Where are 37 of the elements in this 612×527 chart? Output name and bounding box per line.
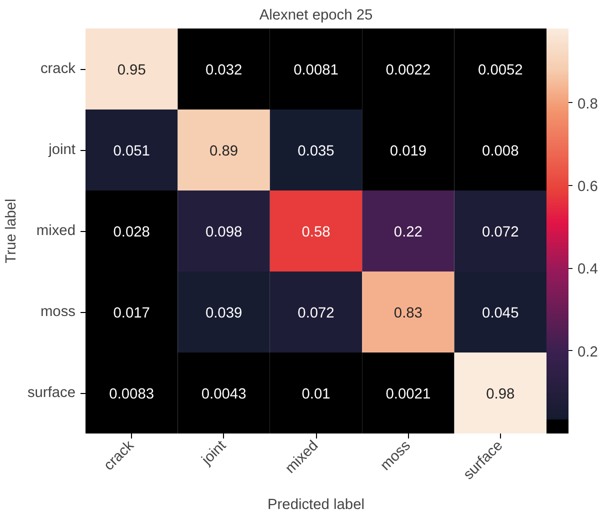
color-bar-label: 0.4	[578, 262, 598, 278]
data-label: 0.039	[205, 306, 242, 322]
data-label: 0.0083	[109, 386, 154, 402]
data-label: 0.035	[298, 144, 334, 160]
data-label: 0.89	[210, 144, 238, 160]
y-tick-label: mixed	[36, 223, 76, 239]
y-tick-label: joint	[48, 142, 76, 158]
data-label: 0.98	[486, 386, 515, 402]
y-axis-title: True label	[3, 198, 20, 264]
data-label: 0.017	[113, 306, 150, 322]
data-label: 0.58	[302, 224, 330, 240]
data-label: 0.01	[302, 386, 330, 402]
data-label: 0.098	[205, 224, 242, 240]
color-bar-label: 0.2	[578, 344, 598, 360]
y-tick-label: moss	[40, 304, 76, 320]
color-bar-label: 0.6	[578, 179, 598, 196]
data-label: 0.22	[394, 224, 422, 240]
x-axis-title: Predicted label	[268, 496, 364, 513]
data-label: 0.0081	[294, 62, 338, 78]
data-label: 0.0043	[201, 386, 246, 402]
data-label: 0.051	[113, 144, 150, 160]
data-label: 0.028	[113, 224, 150, 240]
color-bar-label: 0.8	[578, 96, 598, 112]
y-tick-label: surface	[27, 385, 76, 401]
y-tick-label: crack	[40, 61, 76, 77]
data-label: 0.0021	[386, 386, 431, 402]
data-label: 0.072	[482, 224, 519, 240]
data-label: 0.072	[298, 306, 334, 322]
data-label: 0.008	[482, 144, 519, 160]
data-label: 0.95	[117, 62, 146, 78]
chart-title: Alexnet epoch 25	[259, 8, 373, 24]
data-label: 0.83	[394, 306, 422, 322]
data-label: 0.0022	[386, 62, 431, 78]
data-label: 0.045	[482, 306, 519, 322]
data-label: 0.032	[205, 62, 242, 78]
data-label: 0.0052	[478, 62, 523, 78]
data-label: 0.019	[390, 144, 427, 160]
